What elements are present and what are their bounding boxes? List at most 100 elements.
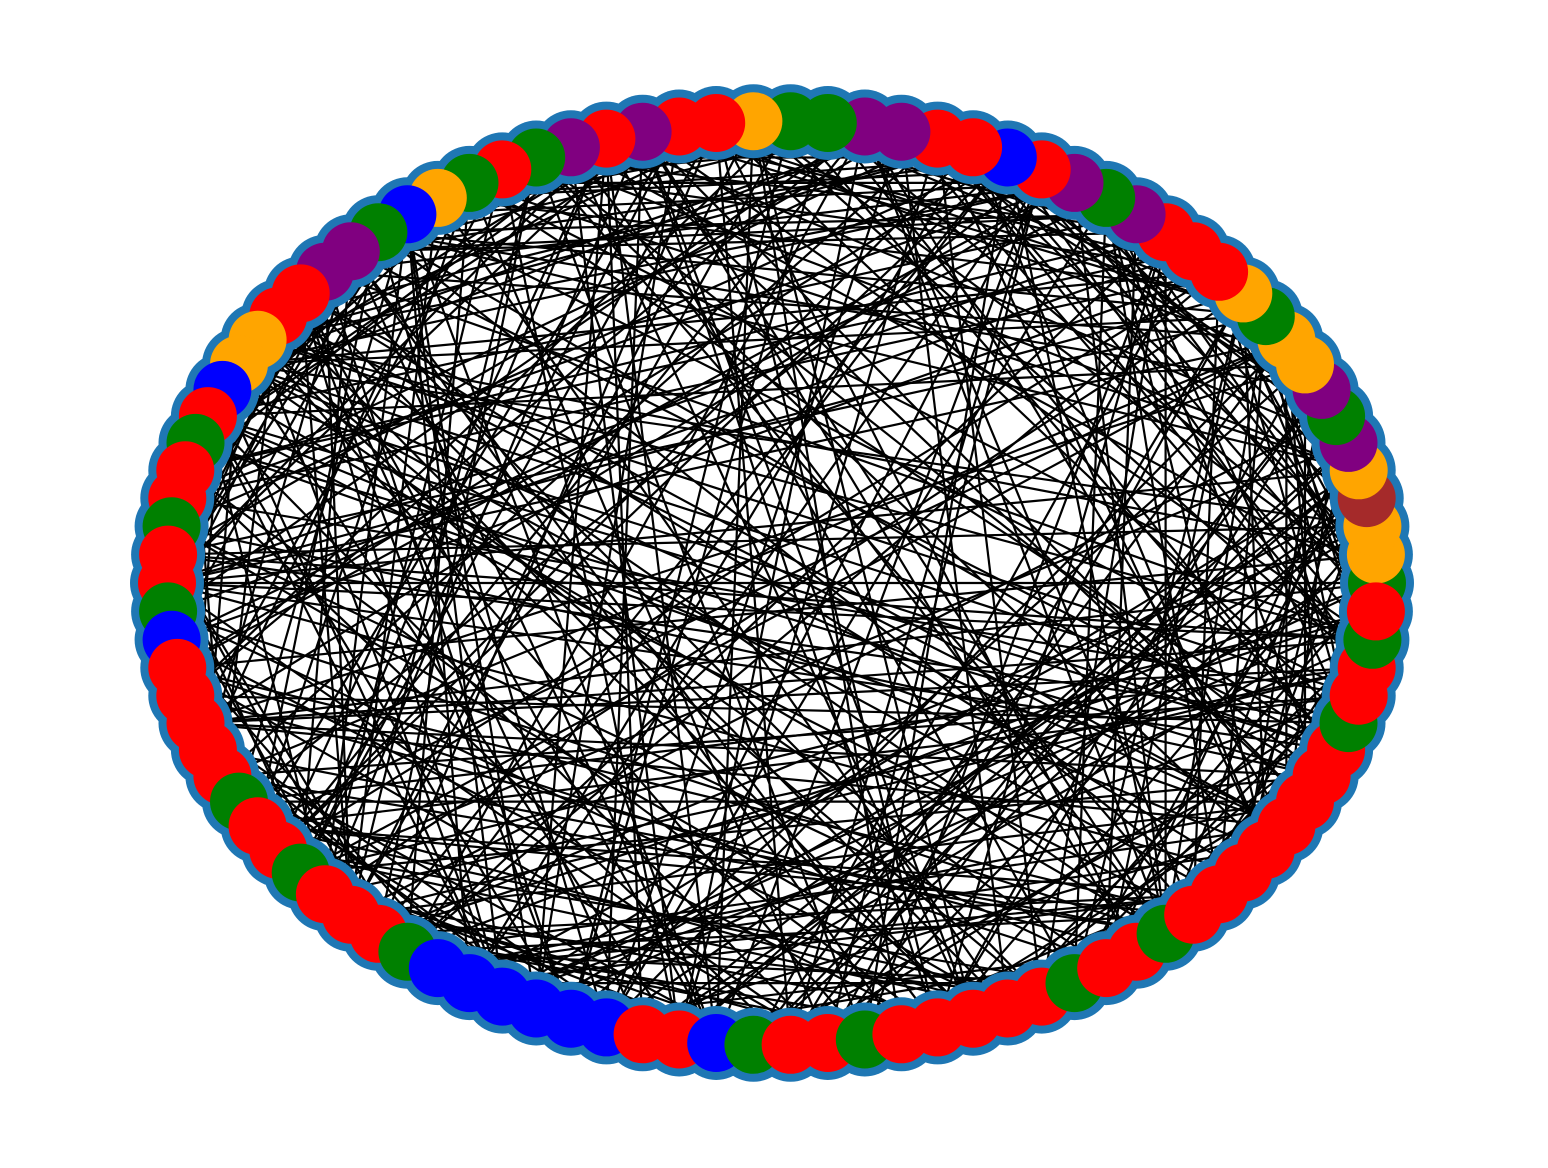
graph-edge [350,156,1008,253]
graph-edge [168,525,1373,556]
graph-edge [185,231,1166,472]
graph-edge [936,137,1368,669]
graph-edge [221,388,1167,935]
graph-edge [378,231,1322,391]
graph-edge [206,415,572,1020]
graph-edge [1105,197,1323,777]
graph-edge [863,126,1195,916]
graph-edge [167,125,866,613]
graph-edge [171,270,1220,641]
graph-edge [184,469,792,1046]
graph-edge [605,138,718,1044]
graph-edge [1164,315,1267,934]
graph-edge [642,130,1267,318]
graph-edge [605,168,1043,1028]
graph-edge [166,469,1359,585]
graph-edge [535,126,681,1009]
graph-edge [377,122,718,935]
graph-edge [206,415,326,895]
graph-edge [238,315,1266,366]
graph-edge [207,748,754,1046]
graph-edge [171,638,939,1029]
graph-edge [605,137,1306,803]
graph-edge [194,181,1076,725]
graph-edge [606,825,1287,1029]
graph-edge [195,666,1367,725]
graph-edge [789,389,1323,1046]
graph-edge [176,666,829,1044]
graph-edge [300,338,1287,874]
graph-edge [1073,182,1167,934]
graph-edge [406,182,471,952]
graph-node-red [1346,582,1405,641]
graph-edge [715,122,1138,953]
graph-edge [1218,271,1350,724]
graph-edge [177,270,1220,500]
graph-edge [299,126,681,874]
graph-edge [501,610,1377,998]
graph-edge [752,442,1350,1046]
graph-edge [406,156,1009,953]
graph-edge [863,126,1167,935]
graph-edge [349,120,792,916]
graph-edge [535,138,608,1009]
graph-edge [605,131,644,1028]
graph-edge [167,130,902,556]
graph-edge [194,168,504,724]
graph-edge [256,339,974,1020]
graph-edge [535,156,1360,472]
graph-edge [715,122,1350,724]
graph-edge [300,775,1322,874]
graph-edge [1073,197,1108,984]
graph-edge [605,138,1076,984]
graph-edge [863,125,1288,827]
graph-edge [569,120,792,1019]
graph-edge [177,553,1377,669]
graph-edge [641,130,1306,803]
graph-edge [1105,197,1221,895]
graph-edge [826,389,1323,1044]
graph-edge [176,156,1009,669]
graph-edge [605,339,1288,1029]
graph-edge [406,214,504,997]
graph-edge [535,156,1267,851]
graph-edge [277,315,974,1020]
graph-edge [277,315,1287,828]
graph-edge [468,168,1043,984]
nodes-layer [130,84,1414,1082]
graph-edge [378,893,1220,935]
graph-edge [605,137,1349,444]
graph-edge [1105,214,1138,969]
graph-edge [195,441,1322,778]
graph-edge [407,825,1287,953]
graph-edge [1218,316,1267,895]
graph-edge [349,250,903,1035]
graph-edge [437,893,1220,970]
graph-edge [350,415,1337,916]
graph-edge [900,130,1368,669]
graph-edge [277,125,866,851]
graph-edge [406,213,1360,697]
graph-edge [789,292,1245,1046]
graph-edge [827,497,1368,1044]
graph-edge [1192,271,1221,915]
graph-edge [277,270,1220,851]
graph-edge [221,389,504,998]
graph-edge [206,415,504,998]
graph-edge [185,694,1137,953]
graph-edge [350,666,1367,916]
graph-edge [406,270,1220,953]
graph-edge [324,893,974,1020]
graph-edge [166,231,1166,585]
graph-edge [177,497,1359,697]
graph-edge [257,338,1373,641]
graph-edge [936,525,1374,1029]
graph-edge [166,292,1244,585]
graph-edge [324,666,1367,896]
graph-edge [300,292,1287,828]
graph-edge [752,497,1368,1046]
graph-edge [300,610,1377,874]
graph-edge [436,197,1009,1010]
graph-edge [972,146,1377,613]
